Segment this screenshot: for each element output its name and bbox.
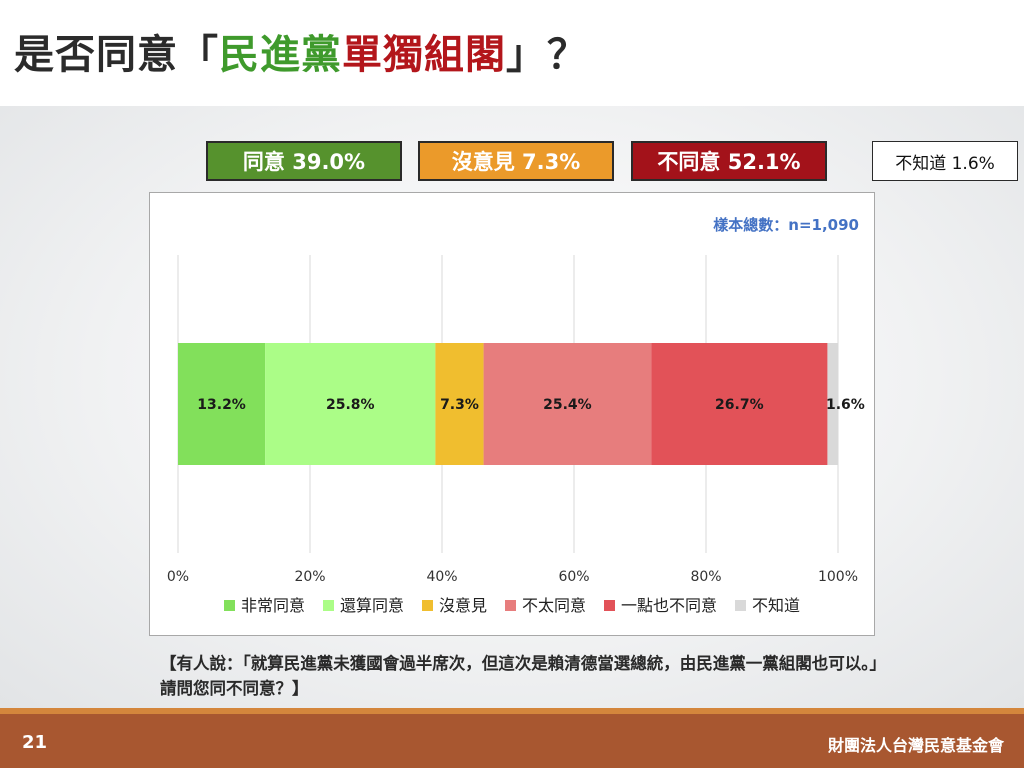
chart-frame: 樣本總數：n=1,090 13.2% 25.8% 7.3% 25.4% 26.7% 1.6… <box>149 192 875 636</box>
bar-segment <box>265 343 436 465</box>
page-number: 21 <box>22 732 48 753</box>
question-footnote: 【有人說：「就算民進黨未獲國會過半席次，但這次是賴清德當選總統，由民進黨一黨組閣… <box>160 654 878 698</box>
x-tick-label: 0% <box>167 569 189 585</box>
footer-strip <box>0 708 1024 714</box>
legend-swatch <box>323 600 334 611</box>
legend-label: 還算同意 <box>340 596 404 615</box>
legend: 非常同意 還算同意 沒意見 不太同意 一點也不同意 不知道 <box>224 596 800 615</box>
bar-segments <box>178 343 838 465</box>
data-label: 7.3% <box>440 397 479 413</box>
x-tick-label: 40% <box>426 569 457 585</box>
data-label: 1.6% <box>826 397 865 413</box>
x-axis-ticks: 0% 20% 40% 60% 80% 100% <box>167 569 858 585</box>
legend-swatch <box>422 600 433 611</box>
organization-name: 財團法人台灣民意基金會 <box>827 736 1004 755</box>
data-label: 25.8% <box>326 397 375 413</box>
x-tick-label: 20% <box>294 569 325 585</box>
legend-label: 不知道 <box>752 596 800 615</box>
summary-disagree: 不同意 52.1% <box>631 141 827 181</box>
title-cabinet: 單獨組閣 <box>342 32 506 78</box>
data-label: 26.7% <box>715 397 764 413</box>
bar-segment <box>435 343 484 465</box>
footer-bar <box>0 708 1024 768</box>
x-tick-label: 80% <box>690 569 721 585</box>
bar-segment <box>651 343 828 465</box>
title-suffix: 」？ <box>506 32 588 78</box>
legend-swatch <box>224 600 235 611</box>
x-tick-label: 100% <box>818 569 858 585</box>
legend-swatch <box>604 600 615 611</box>
legend-label: 非常同意 <box>241 596 305 615</box>
data-label: 13.2% <box>197 397 246 413</box>
title-area: 是否同意「民進黨單獨組閣」？ <box>0 0 1024 106</box>
legend-label: 沒意見 <box>439 596 487 615</box>
bar-segment <box>483 343 652 465</box>
legend-label: 一點也不同意 <box>621 596 717 615</box>
data-labels: 13.2% 25.8% 7.3% 25.4% 26.7% 1.6% <box>197 397 865 413</box>
title-party: 民進黨 <box>219 32 342 78</box>
data-label: 25.4% <box>543 397 592 413</box>
page-title: 是否同意「民進黨單獨組閣」？ <box>14 22 588 80</box>
legend-swatch <box>505 600 516 611</box>
legend-label: 不太同意 <box>522 596 586 615</box>
summary-neutral: 沒意見 7.3% <box>418 141 614 181</box>
title-prefix: 是否同意「 <box>14 32 219 78</box>
bar-segment <box>827 343 838 465</box>
summary-unknown: 不知道 1.6% <box>872 141 1018 181</box>
stacked-bar-chart: 樣本總數：n=1,090 13.2% 25.8% 7.3% 25.4% 26.7% 1.6… <box>167 216 865 615</box>
bar-segment <box>178 343 266 465</box>
legend-swatch <box>735 600 746 611</box>
x-tick-label: 60% <box>558 569 589 585</box>
sample-size-label: 樣本總數：n=1,090 <box>713 216 859 234</box>
summary-agree: 同意 39.0% <box>206 141 402 181</box>
